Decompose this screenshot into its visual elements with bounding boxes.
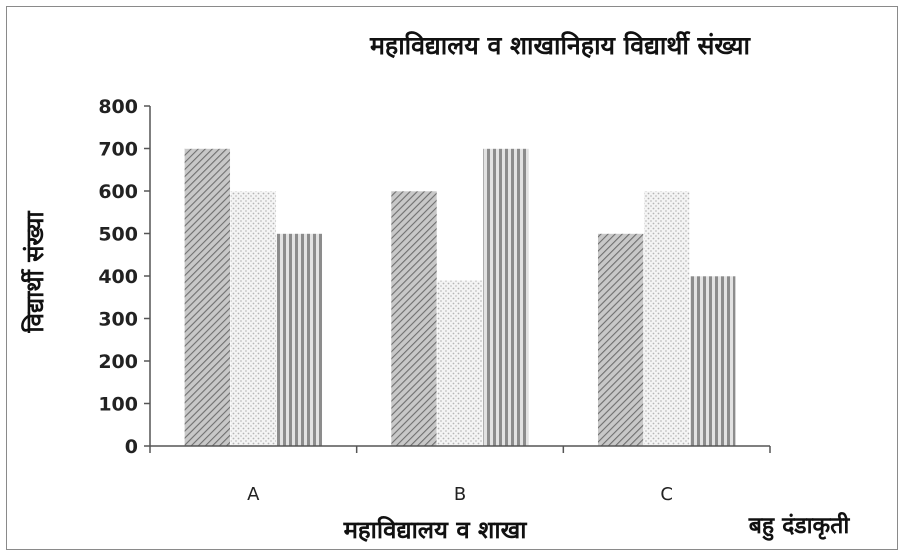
y-tick-label: 600 [98,181,138,203]
y-tick-label: 300 [98,309,138,331]
x-category-label: B [454,484,466,505]
bar-B-series-3 [482,148,530,447]
y-tick-label: 100 [98,394,138,416]
bar-C-series-1 [597,233,644,447]
bar-A-series-1 [184,148,231,447]
x-category-label: C [660,484,673,505]
bar-B-series-2 [436,279,484,447]
y-axis-label: विद्यार्थी संख्या [21,211,49,334]
x-axis-label: महाविद्यालय व शाखा [343,516,528,544]
y-tick-label: 800 [98,96,138,118]
y-tick-label: 0 [125,436,138,458]
y-tick-label: 200 [98,351,138,373]
y-axis-ticks: 0 100 200 300 400 500 600 700 800 [98,96,150,458]
axes [149,106,771,453]
bar-chart: महाविद्यालय व शाखानिहाय विद्यार्थी संख्य… [21,31,851,544]
bar-C-series-3 [689,275,736,447]
x-category-label: A [247,484,260,505]
bars [184,148,736,447]
chart-title: महाविद्यालय व शाखानिहाय विद्यार्थी संख्य… [369,31,752,60]
chart-frame: महाविद्यालय व शाखानिहाय विद्यार्थी संख्य… [6,6,898,550]
bar-C-series-2 [643,190,690,447]
bar-A-series-3 [276,233,323,447]
bar-A-series-2 [230,190,277,447]
y-tick-label: 500 [98,224,138,246]
x-axis-categories: A B C [247,484,673,505]
bar-B-series-1 [390,190,438,447]
y-tick-label: 700 [98,139,138,161]
y-tick-label: 400 [98,266,138,288]
chart-caption: बहु दंडाकृती [748,511,851,541]
